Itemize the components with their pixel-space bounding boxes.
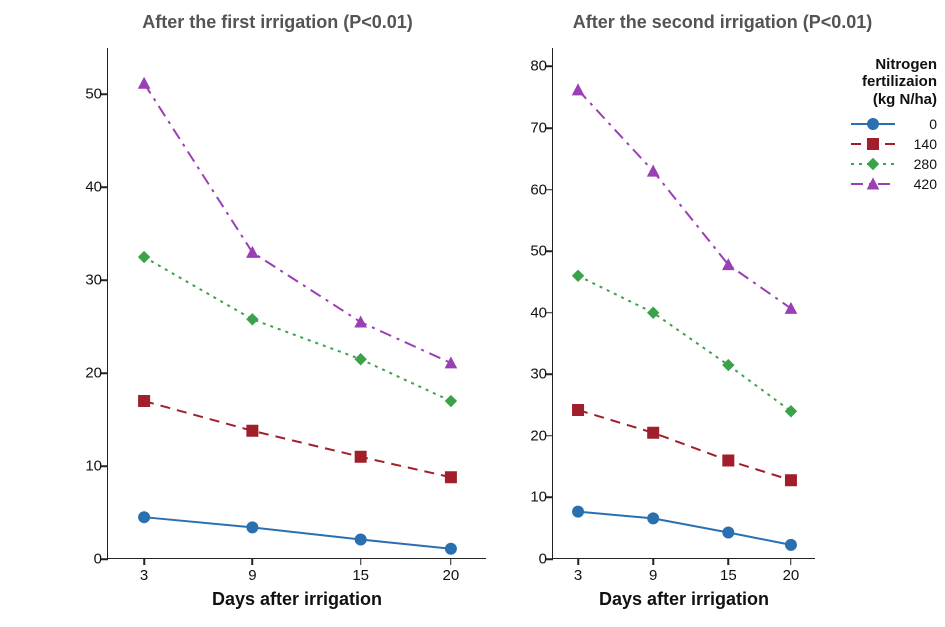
y-tick-label: 40	[513, 304, 547, 321]
y-tick-label: 40	[68, 179, 102, 196]
x-tick-label: 9	[248, 567, 256, 584]
panels-container: After the first irrigation (P<0.01)01020…	[55, 0, 945, 627]
x-axis-label: Days after irrigation	[553, 589, 815, 610]
y-tick-mark	[101, 558, 108, 560]
legend-label: 280	[901, 156, 937, 172]
legend-swatch	[849, 134, 897, 154]
x-tick-mark	[790, 558, 792, 565]
panel-first: After the first irrigation (P<0.01)01020…	[55, 0, 500, 627]
x-tick-label: 3	[574, 567, 582, 584]
x-tick-mark	[652, 558, 654, 565]
x-tick-label: 20	[783, 567, 800, 584]
y-tick-mark	[546, 312, 553, 314]
legend-title: Nitrogenfertilizaion(kg N/ha)	[819, 56, 937, 108]
y-tick-mark	[546, 189, 553, 191]
panel-second: After the second irrigation (P<0.01)0102…	[500, 0, 945, 627]
y-tick-mark	[546, 66, 553, 68]
series-line-0	[578, 512, 791, 545]
x-tick-label: 15	[720, 567, 737, 584]
x-tick-mark	[728, 558, 730, 565]
legend: Nitrogenfertilizaion(kg N/ha) 0 140 280 420	[819, 56, 937, 194]
series-line-140	[144, 401, 451, 477]
legend-title-l1: Nitrogen	[875, 56, 937, 73]
x-tick-label: 15	[352, 567, 369, 584]
y-tick-label: 20	[68, 365, 102, 382]
y-tick-label: 10	[513, 489, 547, 506]
y-tick-label: 50	[68, 86, 102, 103]
y-tick-label: 50	[513, 243, 547, 260]
legend-item: 420	[819, 174, 937, 194]
y-tick-mark	[101, 280, 108, 282]
legend-item: 280	[819, 154, 937, 174]
legend-title-l3: (kg N/ha)	[873, 91, 937, 108]
legend-label: 140	[901, 136, 937, 152]
legend-item: 0	[819, 114, 937, 134]
y-tick-mark	[546, 374, 553, 376]
y-tick-mark	[101, 94, 108, 96]
figure-root: Ground water content of nitrate (mg l–1)…	[0, 0, 945, 627]
y-tick-label: 80	[513, 58, 547, 75]
plot-area: 01020304050607080391520Days after irriga…	[552, 48, 815, 559]
series-line-0	[144, 517, 451, 549]
y-tick-label: 70	[513, 120, 547, 137]
y-tick-mark	[546, 497, 553, 499]
x-tick-mark	[577, 558, 579, 565]
legend-label: 420	[901, 176, 937, 192]
series-svg	[108, 48, 487, 559]
y-tick-mark	[101, 187, 108, 189]
legend-label: 0	[901, 116, 937, 132]
y-tick-mark	[546, 435, 553, 437]
series-line-420	[578, 90, 791, 309]
y-tick-label: 60	[513, 181, 547, 198]
panel-title: After the first irrigation (P<0.01)	[55, 12, 500, 33]
y-tick-label: 0	[68, 551, 102, 568]
x-tick-mark	[252, 558, 254, 565]
series-line-140	[578, 410, 791, 480]
series-line-280	[144, 257, 451, 401]
legend-swatch	[849, 174, 897, 194]
x-tick-label: 9	[649, 567, 657, 584]
y-tick-label: 0	[513, 551, 547, 568]
x-tick-label: 20	[443, 567, 460, 584]
x-tick-mark	[360, 558, 362, 565]
y-tick-label: 10	[68, 458, 102, 475]
legend-title-l2: fertilizaion	[862, 73, 937, 90]
x-tick-mark	[450, 558, 452, 565]
y-tick-mark	[546, 558, 553, 560]
y-tick-mark	[546, 250, 553, 252]
x-tick-mark	[143, 558, 145, 565]
y-tick-label: 30	[68, 272, 102, 289]
plot-area: 01020304050391520Days after irrigation	[107, 48, 486, 559]
y-tick-mark	[101, 372, 108, 374]
panel-title: After the second irrigation (P<0.01)	[500, 12, 945, 33]
y-tick-mark	[101, 465, 108, 467]
y-tick-label: 30	[513, 366, 547, 383]
legend-swatch	[849, 154, 897, 174]
x-tick-label: 3	[140, 567, 148, 584]
series-line-280	[578, 276, 791, 411]
legend-item: 140	[819, 134, 937, 154]
series-line-420	[144, 83, 451, 363]
x-axis-label: Days after irrigation	[108, 589, 486, 610]
series-svg	[553, 48, 816, 559]
y-tick-mark	[546, 127, 553, 129]
legend-swatch	[849, 114, 897, 134]
y-tick-label: 20	[513, 427, 547, 444]
